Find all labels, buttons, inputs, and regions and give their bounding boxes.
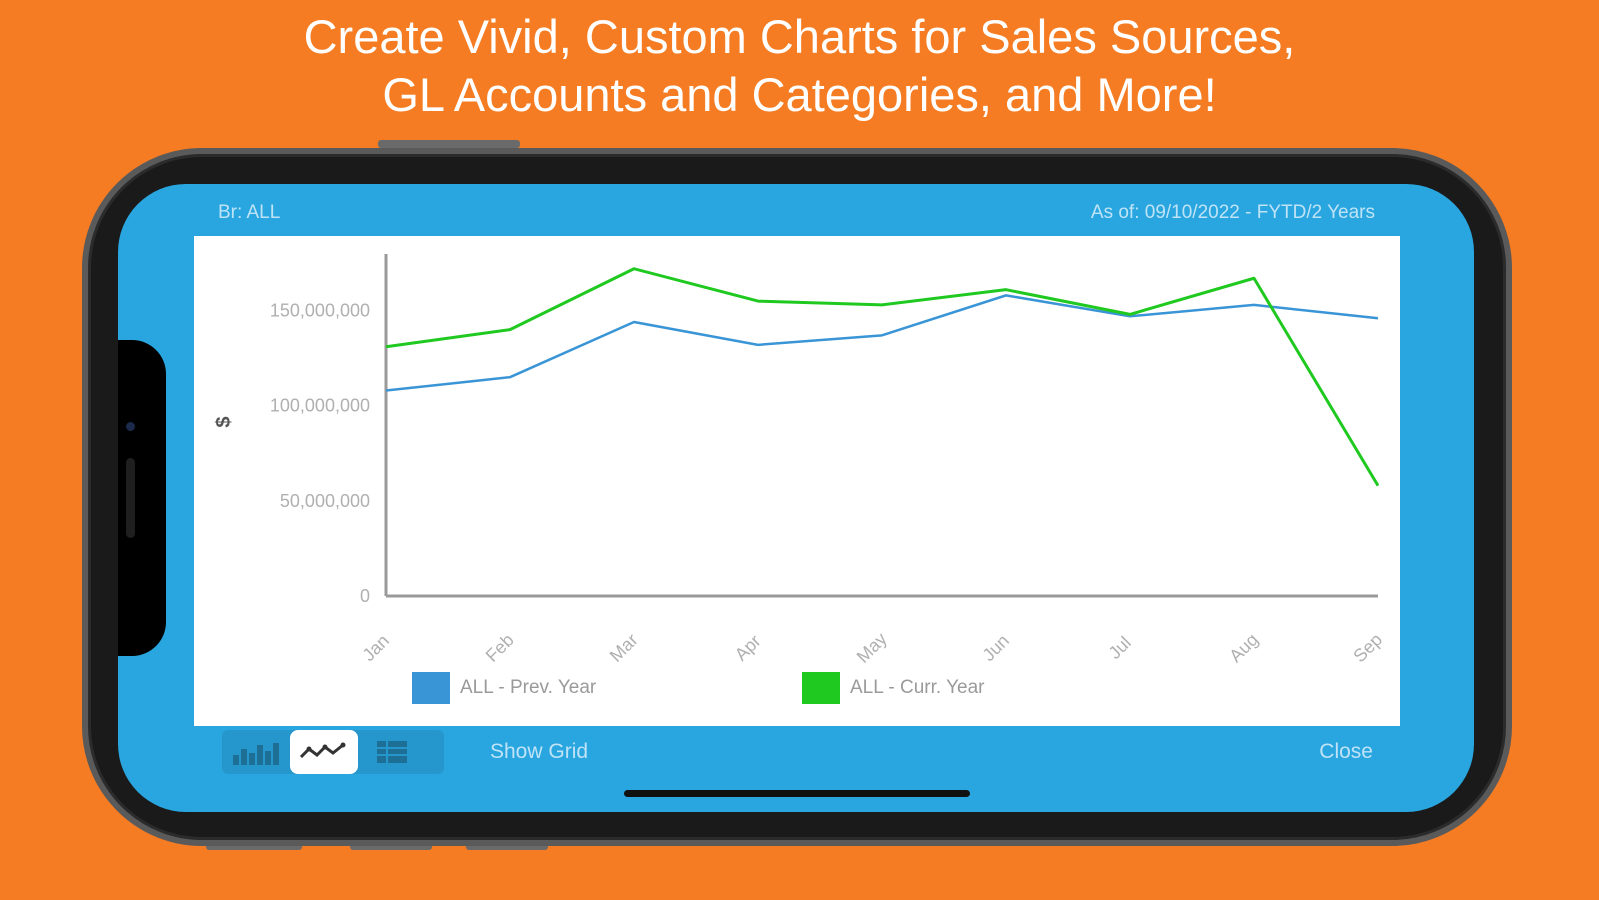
- speaker-grille: [126, 458, 135, 538]
- as-of-label: As of: 09/10/2022 - FYTD/2 Years: [1090, 202, 1375, 223]
- phone-volume-button: [378, 140, 520, 148]
- close-button[interactable]: Close: [1319, 740, 1373, 763]
- series-line-prev-year: [385, 294, 1379, 392]
- x-tick-label: Feb: [482, 630, 518, 666]
- headline: Create Vivid, Custom Charts for Sales So…: [0, 8, 1599, 124]
- legend-item-cur-year[interactable]: ALL - Curr. Year: [802, 672, 984, 704]
- show-grid-button[interactable]: Show Grid: [490, 740, 589, 763]
- legend-item-prev-year[interactable]: ALL - Prev. Year: [412, 672, 596, 704]
- bar-chart-button[interactable]: [222, 730, 290, 774]
- bar-chart-icon: [233, 743, 279, 765]
- line-chart-button[interactable]: [290, 730, 358, 774]
- x-tick-label: Jan: [358, 630, 393, 665]
- headline-line-1: Create Vivid, Custom Charts for Sales So…: [303, 10, 1296, 63]
- phone-side-button: [206, 842, 302, 850]
- chart-panel: 0 50,000,000 100,000,000 150,000,000 $ Jan Feb…: [194, 236, 1400, 726]
- x-tick-label: Mar: [606, 630, 642, 666]
- x-tick-label: Jul: [1105, 633, 1135, 663]
- legend-swatch-cur-year: [802, 672, 840, 704]
- phone-notch: [118, 340, 166, 656]
- legend-swatch-prev-year: [412, 672, 450, 704]
- phone-side-button: [466, 842, 548, 850]
- x-tick-label: Jun: [978, 630, 1013, 665]
- camera-icon: [126, 422, 135, 431]
- x-tick-label: Aug: [1225, 629, 1262, 666]
- chart-type-toolbar: [222, 730, 444, 774]
- legend-label-prev-year: ALL - Prev. Year: [460, 677, 597, 698]
- table-icon: [377, 741, 407, 763]
- y-tick-label: 100,000,000: [270, 396, 370, 416]
- y-axis-label: $: [213, 416, 235, 427]
- x-tick-label: Apr: [731, 631, 765, 665]
- table-button[interactable]: [358, 730, 426, 774]
- x-tick-label: Sep: [1349, 629, 1386, 666]
- branch-label: Br: ALL: [218, 202, 281, 223]
- headline-line-2: GL Accounts and Categories, and More!: [382, 68, 1217, 121]
- legend-label-cur-year: ALL - Curr. Year: [850, 677, 985, 698]
- series-line-cur-year: [385, 267, 1380, 487]
- line-chart: 0 50,000,000 100,000,000 150,000,000 $ Jan Feb…: [213, 254, 1386, 667]
- y-tick-label: 0: [360, 586, 370, 606]
- x-tick-label: May: [853, 629, 891, 667]
- home-indicator: [624, 790, 970, 797]
- phone-side-button: [350, 842, 432, 850]
- y-tick-label: 150,000,000: [270, 301, 370, 321]
- y-tick-label: 50,000,000: [280, 491, 370, 511]
- line-chart-icon: [299, 742, 346, 759]
